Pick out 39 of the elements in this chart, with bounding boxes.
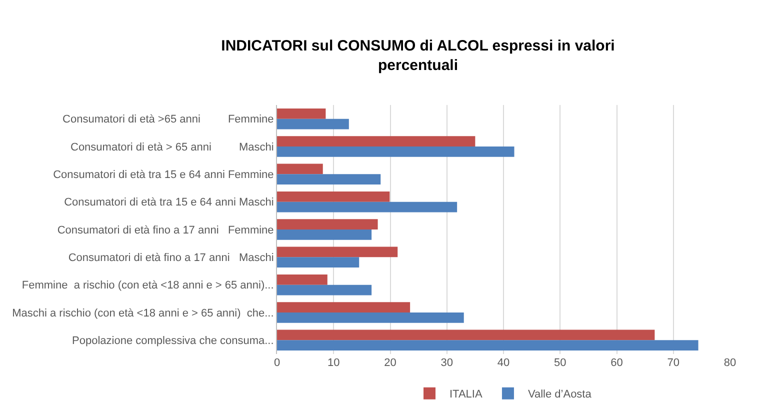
bar bbox=[277, 230, 372, 240]
x-tick-label: 80 bbox=[724, 357, 736, 369]
bar bbox=[277, 136, 476, 146]
bar bbox=[277, 274, 328, 285]
chart-title: INDICATORI sul CONSUMO di ALCOL espressi in valori percentuali bbox=[221, 37, 615, 74]
y-tick-label: Consumatori di età fino a 17 anni Maschi bbox=[68, 252, 274, 264]
bar bbox=[277, 257, 360, 268]
bar bbox=[277, 108, 326, 119]
y-tick-label: Consumatori di età > 65 anni Maschi bbox=[70, 141, 274, 154]
legend-label: ITALIA bbox=[450, 388, 483, 401]
x-tick-label: 30 bbox=[440, 357, 454, 369]
bar bbox=[277, 118, 349, 130]
y-tick-label: Maschi a rischio (con età <18 anni e > 65 anni) che... bbox=[12, 307, 274, 320]
y-tick-label: Popolazione complessiva che consuma... bbox=[72, 335, 274, 348]
bar bbox=[277, 202, 458, 212]
bar bbox=[277, 246, 398, 258]
x-tick-label: 0 bbox=[274, 357, 280, 369]
y-tick-label: Femmine a rischio (con età <18 anni e > 65 anni)... bbox=[22, 280, 274, 292]
y-tick-label: Consumatori di età fino a 17 anni Femmine bbox=[57, 224, 274, 236]
legend-label: Valle d’Aosta bbox=[528, 388, 592, 401]
bar bbox=[277, 164, 323, 174]
y-tick-label: Consumatori di età tra 15 e 64 anni Femmine bbox=[53, 169, 274, 182]
x-tick-label: 40 bbox=[497, 357, 510, 369]
bar bbox=[277, 284, 372, 296]
bar bbox=[277, 302, 410, 312]
x-tick-label: 50 bbox=[554, 357, 566, 369]
x-tick-label: 70 bbox=[667, 357, 680, 369]
bar bbox=[277, 146, 514, 157]
bar bbox=[277, 312, 464, 323]
bar bbox=[277, 330, 655, 340]
bar bbox=[277, 191, 390, 202]
bar bbox=[277, 340, 698, 351]
bar bbox=[277, 219, 378, 230]
y-tick-label: Consumatori di età tra 15 e 64 anni Maschi bbox=[64, 196, 274, 209]
x-tick-label: 60 bbox=[610, 357, 623, 369]
bar bbox=[277, 174, 381, 185]
x-tick-label: 20 bbox=[384, 357, 396, 369]
x-tick-label: 10 bbox=[328, 357, 340, 369]
y-tick-label: Consumatori di età >65 anni Femmine bbox=[62, 114, 274, 126]
